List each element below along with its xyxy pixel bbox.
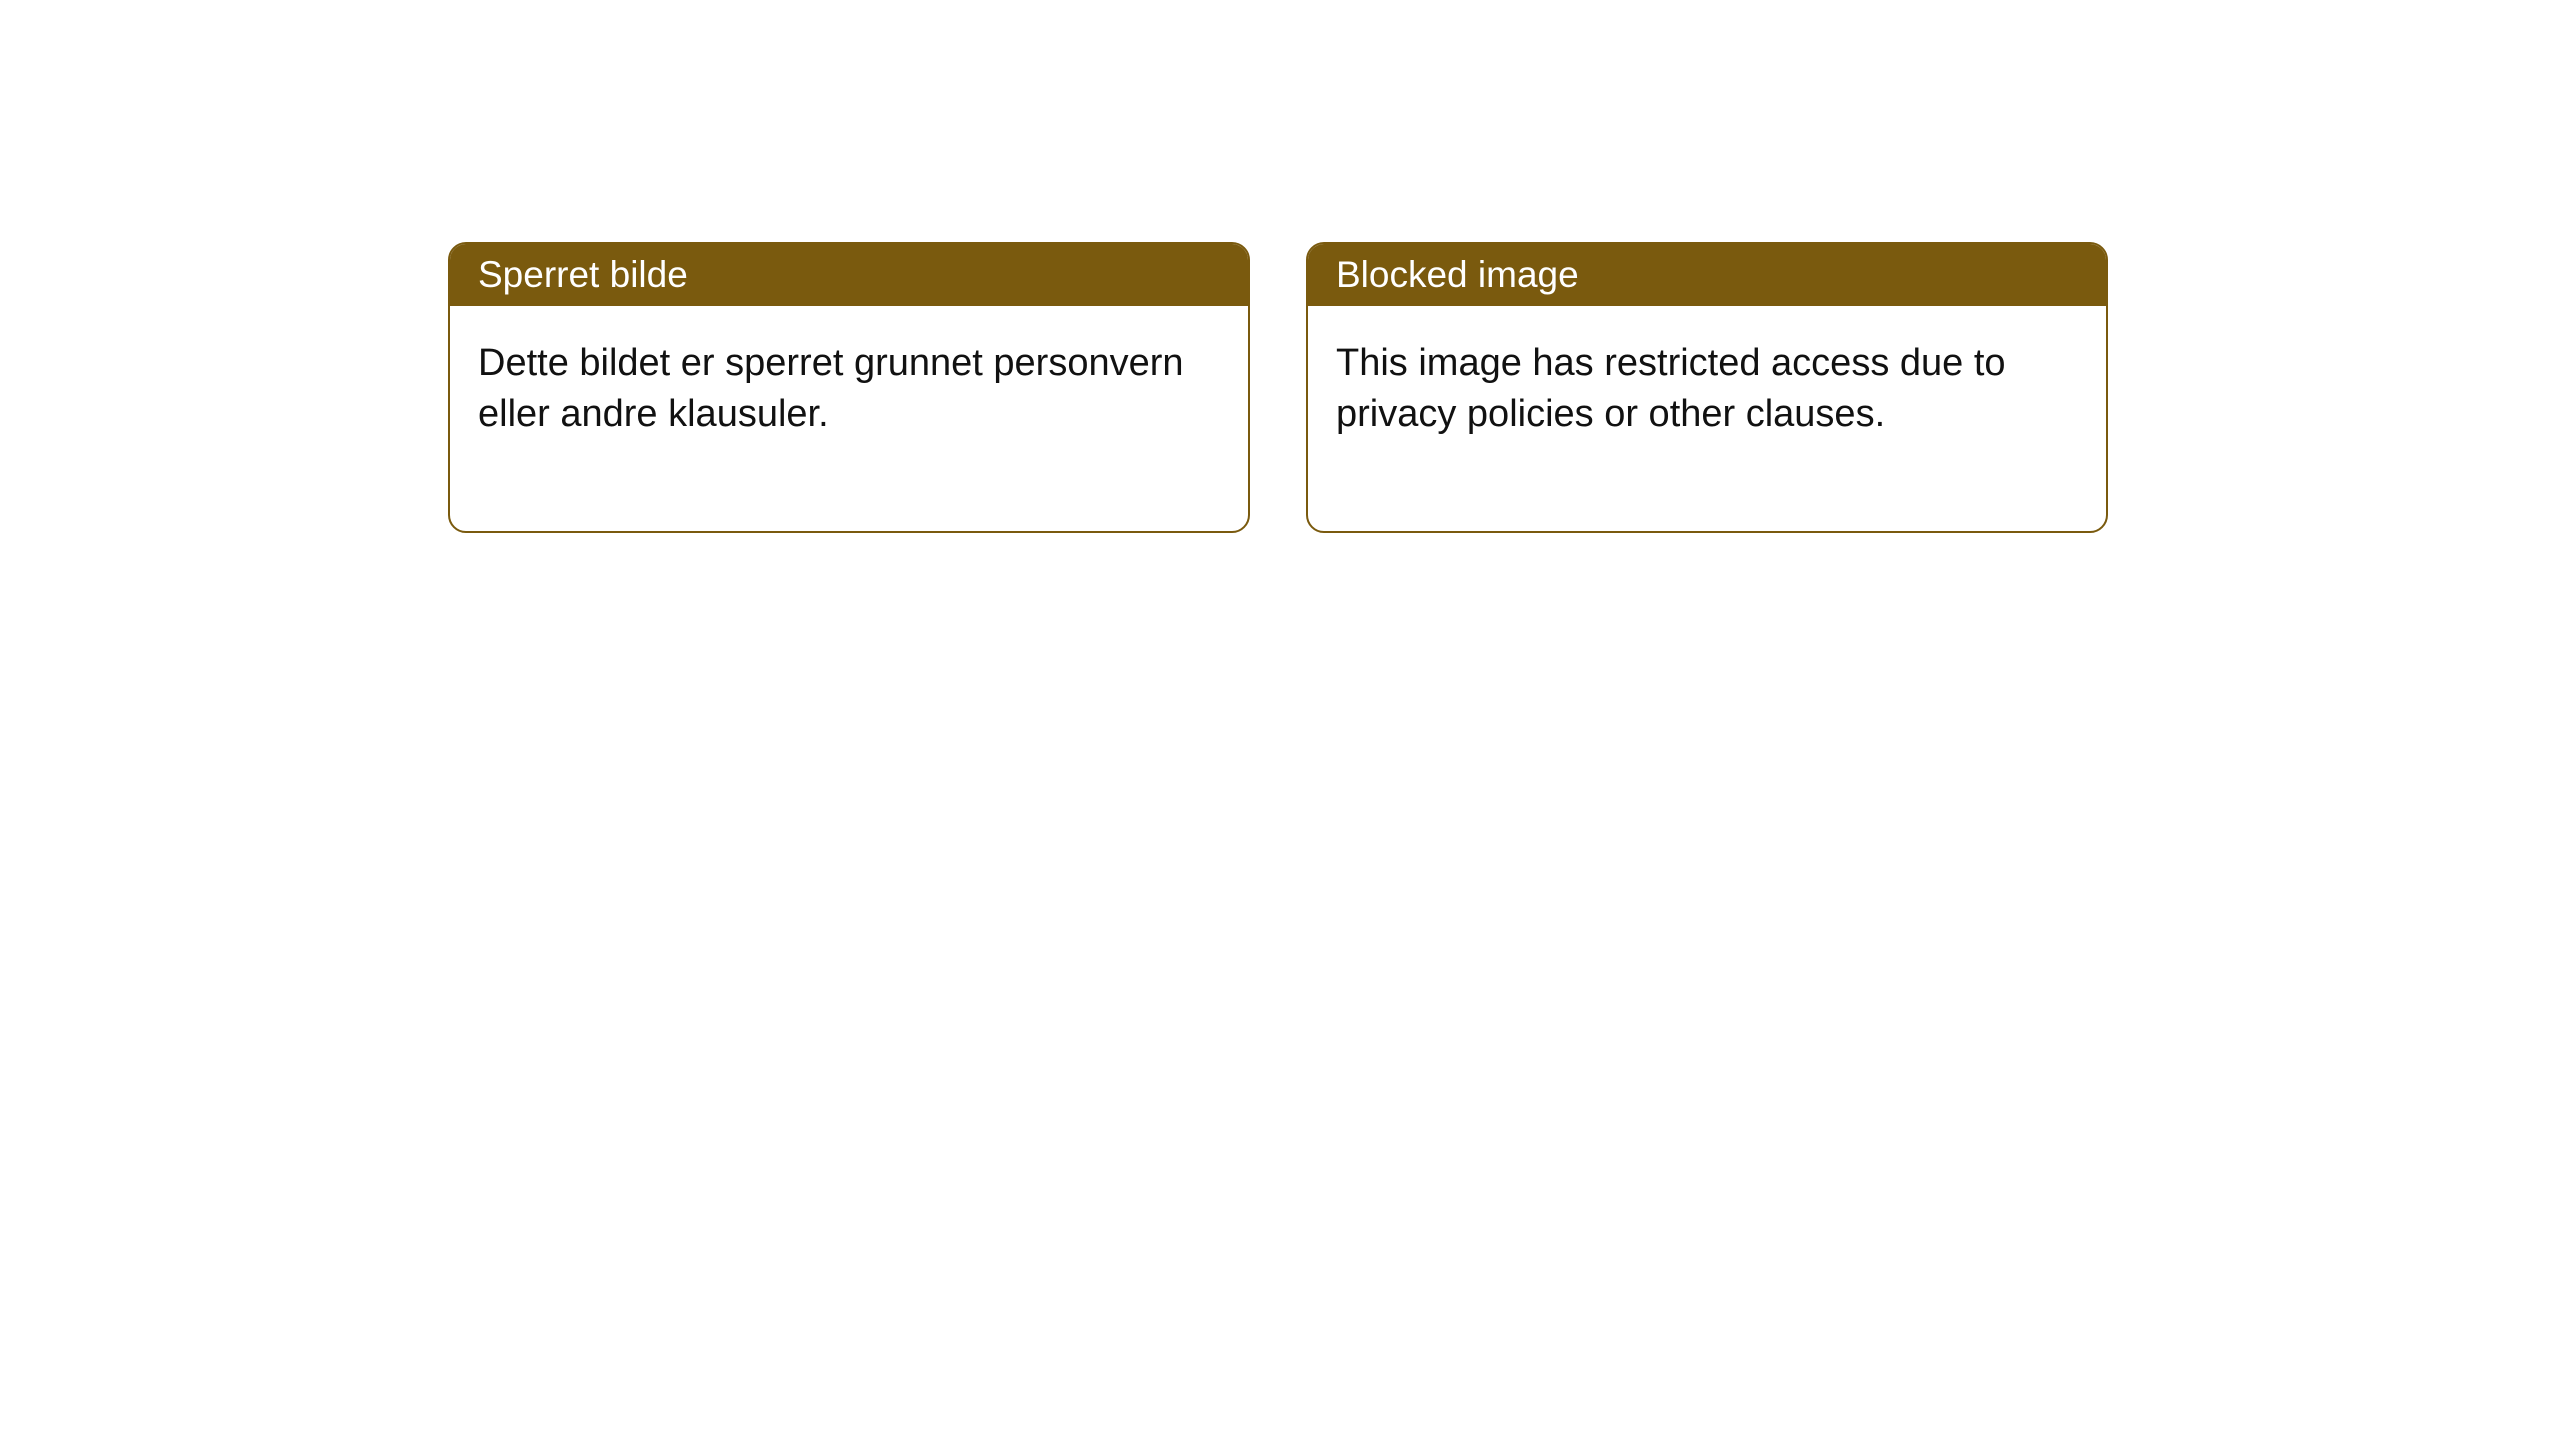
- notice-body-no: Dette bildet er sperret grunnet personve…: [450, 306, 1248, 531]
- notice-title-no: Sperret bilde: [450, 244, 1248, 306]
- notice-card-en: Blocked image This image has restricted …: [1306, 242, 2108, 533]
- notice-body-en: This image has restricted access due to …: [1308, 306, 2106, 531]
- notice-title-en: Blocked image: [1308, 244, 2106, 306]
- notice-container: Sperret bilde Dette bildet er sperret gr…: [0, 0, 2560, 533]
- notice-card-no: Sperret bilde Dette bildet er sperret gr…: [448, 242, 1250, 533]
